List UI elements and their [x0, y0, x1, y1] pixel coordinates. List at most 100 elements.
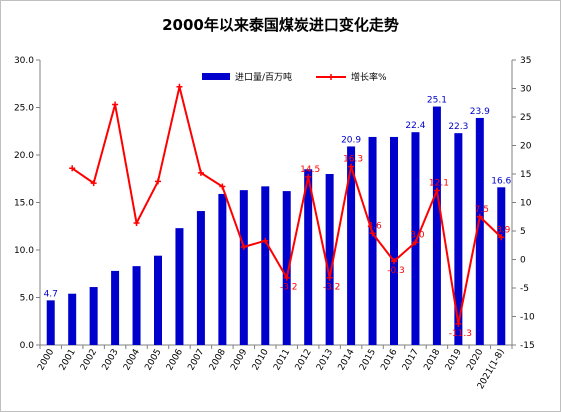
- growth-data-label: -11.3: [449, 329, 472, 339]
- bar: [368, 136, 377, 345]
- bar: [218, 193, 227, 345]
- legend-swatch-imports: [202, 73, 230, 80]
- y-right-tick-label: -15: [520, 341, 535, 351]
- x-tick-label: 2002: [79, 348, 99, 373]
- bar: [390, 136, 398, 345]
- bar-data-label: 25.1: [427, 96, 447, 106]
- growth-data-label: 7.5: [475, 205, 489, 215]
- growth-point-marker: [498, 234, 505, 241]
- bar: [432, 106, 441, 345]
- legend-marker-growth: [328, 74, 334, 80]
- bar: [111, 270, 120, 345]
- x-tick-label: 2012: [294, 348, 314, 373]
- x-tick-label: 2017: [401, 348, 421, 373]
- legend-label-imports: 进口量/百万吨: [235, 71, 292, 83]
- growth-data-label: 4.6: [367, 221, 382, 231]
- bar: [304, 169, 313, 345]
- growth-line: [69, 83, 505, 327]
- bar: [89, 287, 98, 345]
- growth-data-label: -0.3: [387, 266, 405, 276]
- bar: [411, 132, 420, 345]
- x-tick-label: 2013: [315, 348, 335, 373]
- x-tick-label: 2011: [272, 348, 292, 373]
- x-tick-label: 2009: [229, 347, 249, 372]
- y-right-tick-label: 25: [520, 113, 531, 123]
- growth-point-marker: [197, 169, 204, 176]
- growth-point-marker: [176, 83, 183, 90]
- bar: [454, 133, 463, 345]
- x-tick-label: 2014: [337, 347, 357, 372]
- growth-point-marker: [305, 173, 312, 180]
- growth-point-marker: [112, 101, 119, 108]
- growth-point-marker: [69, 165, 76, 172]
- x-tick-label: 2000: [36, 347, 56, 372]
- y-right-tick-label: 0: [520, 256, 526, 266]
- x-tick-label: 2007: [186, 348, 206, 373]
- y-left-tick-label: 5.0: [20, 294, 35, 304]
- y-right-tick-label: 30: [520, 85, 532, 95]
- growth-data-label: 3.0: [410, 230, 425, 240]
- bar-data-label: 4.7: [44, 289, 58, 299]
- x-tick-label: 2020: [465, 347, 485, 372]
- growth-point-marker: [262, 237, 269, 244]
- growth-point-marker: [412, 239, 419, 246]
- x-tick-label: 2006: [165, 347, 185, 372]
- y-right-tick-label: -10: [520, 313, 535, 323]
- bar: [261, 186, 270, 345]
- x-tick-label: 2008: [208, 347, 228, 372]
- bar: [154, 255, 162, 345]
- y-right-tick-label: 35: [520, 56, 531, 66]
- bar: [282, 191, 291, 345]
- legend: 进口量/百万吨 增长率%: [202, 71, 387, 83]
- growth-data-label: 16.3: [343, 155, 363, 165]
- growth-point-marker: [133, 220, 140, 227]
- chart-title: 2000年以来泰国煤炭进口变化走势: [162, 16, 399, 34]
- y-right-tick-label: -5: [520, 284, 529, 294]
- legend-label-growth: 增长率%: [351, 71, 387, 83]
- y-left-tick-label: 15.0: [14, 199, 34, 209]
- x-tick-label: 2004: [122, 347, 142, 372]
- y-left-tick-label: 30.0: [14, 56, 34, 66]
- x-tick-label: 2003: [101, 348, 121, 373]
- growth-point-marker: [219, 183, 226, 190]
- bar: [132, 266, 141, 345]
- bar: [68, 293, 77, 345]
- y-right-tick-label: 10: [520, 199, 532, 209]
- x-tick-label: 2016: [379, 347, 399, 372]
- growth-point-marker: [433, 187, 440, 194]
- x-tick-label: 2019: [444, 347, 464, 372]
- bar: [175, 228, 184, 345]
- bar: [239, 190, 248, 345]
- y-right-tick-label: 20: [520, 142, 532, 152]
- growth-data-label: -3.2: [280, 283, 298, 293]
- bar: [347, 146, 356, 345]
- growth-point-marker: [369, 230, 376, 237]
- y-left-tick-label: 0.0: [20, 341, 35, 351]
- growth-point-marker: [455, 320, 462, 327]
- y-left-tick-label: 20.0: [14, 151, 34, 161]
- growth-data-label: 12.1: [429, 179, 449, 189]
- growth-data-label: 3.9: [496, 225, 511, 235]
- bar-data-label: 23.9: [470, 107, 490, 117]
- growth-data-label: 14.5: [300, 165, 320, 175]
- bar: [497, 187, 506, 345]
- y-right-tick-label: 15: [520, 170, 531, 180]
- x-tick-label: 2001: [58, 348, 78, 373]
- data-labels: 4.7 20.9 22.4 25.1 22.323.9 16.6 -3.2 14.5 -3.2 1…: [44, 96, 512, 339]
- bar-data-label: 22.3: [448, 122, 468, 132]
- bar: [196, 211, 205, 345]
- bar: [46, 300, 55, 345]
- y-left-tick-label: 10.0: [14, 246, 34, 256]
- x-tick-label: 2005: [143, 348, 163, 373]
- y-right-tick-label: 5: [520, 227, 526, 237]
- bar-data-label: 20.9: [341, 135, 361, 145]
- growth-point-marker: [283, 274, 290, 281]
- growth-point-marker: [326, 274, 333, 281]
- x-tick-label: 2015: [358, 348, 378, 373]
- y-left-tick-label: 25.0: [14, 104, 34, 114]
- growth-point-marker: [240, 243, 247, 250]
- x-tick-label: 2018: [422, 347, 442, 372]
- growth-point-marker: [476, 213, 483, 220]
- growth-point-marker: [348, 163, 355, 170]
